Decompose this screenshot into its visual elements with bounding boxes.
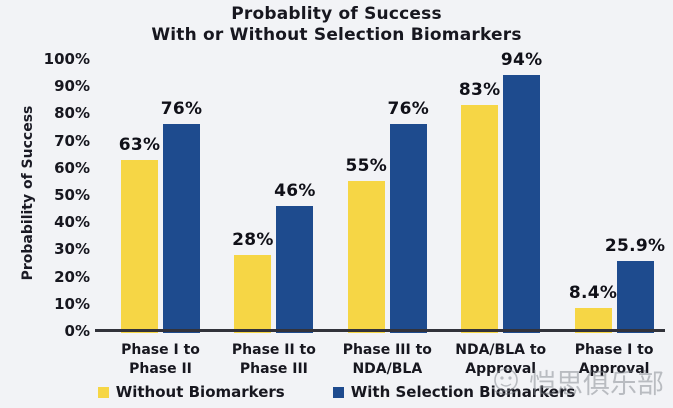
bar-without-biomarkers — [234, 254, 272, 333]
chart-title: Probablity of Success With or Without Se… — [0, 4, 673, 46]
bar-without-biomarkers — [121, 159, 158, 333]
y-tick-label: 50% — [54, 186, 90, 204]
bar-value-label: 46% — [274, 180, 316, 201]
chart-title-line1: Probablity of Success — [231, 4, 442, 24]
y-tick-label: 20% — [54, 267, 90, 286]
y-tick-label: 80% — [54, 104, 90, 123]
bar-without-biomarkers — [574, 308, 612, 333]
y-tick-label: 0% — [64, 322, 90, 340]
y-tick-label: 100% — [43, 50, 90, 68]
bar-value-label: 63% — [118, 134, 161, 155]
bar-value-label: 25.9% — [604, 235, 666, 256]
watermark: 恺思俱乐部 — [489, 362, 664, 401]
legend-item-without-biomarkers: Without Biomarkers — [97, 383, 285, 401]
legend-item-with-selection-biomarkers: With Selection Biomarkers — [332, 383, 576, 401]
legend-swatch-yellow — [97, 386, 109, 398]
bar-without-biomarkers — [461, 105, 499, 333]
x-category-label: Phase III to NDA/BLA — [342, 342, 432, 377]
bar-value-label: 94% — [500, 50, 543, 71]
bar-value-label: 76% — [160, 99, 203, 120]
bar-without-biomarkers — [347, 181, 385, 333]
chart-title-line2: With or Without Selection Biomarkers — [151, 25, 522, 45]
bar-with-selection-biomarkers — [389, 124, 427, 333]
face-logo-icon — [494, 367, 518, 395]
x-category-label: Phase I to Phase II — [121, 342, 200, 377]
bar-value-label: 8.4% — [568, 283, 618, 304]
bar-with-selection-biomarkers — [276, 205, 314, 333]
watermark-text: 恺思俱乐部 — [529, 369, 664, 400]
legend: Without Biomarkers With Selection Biomar… — [0, 383, 673, 401]
x-category-label: Phase II to Phase III — [231, 342, 316, 377]
bar-value-label: 55% — [345, 156, 388, 177]
legend-swatch-blue — [332, 386, 344, 398]
x-category-label: Phase I to Approval — [574, 342, 654, 377]
bar-value-label: 76% — [387, 99, 430, 120]
y-tick-label: 60% — [54, 158, 90, 177]
bar-value-label: 28% — [232, 229, 274, 250]
x-category-label: NDA/BLA to Approval — [455, 342, 547, 377]
bar-with-selection-biomarkers — [503, 75, 541, 333]
x-axis-line — [95, 329, 665, 332]
y-tick-label: 70% — [54, 131, 90, 150]
bar-with-selection-biomarkers — [616, 260, 654, 333]
y-tick-label: 30% — [54, 240, 90, 259]
legend-label: Without Biomarkers — [115, 383, 285, 401]
bar-with-selection-biomarkers — [163, 124, 200, 333]
y-tick-label: 40% — [54, 213, 90, 232]
y-tick-label: 10% — [54, 294, 90, 313]
y-tick-label: 90% — [54, 77, 90, 96]
bar-value-label: 83% — [458, 80, 501, 101]
legend-label: With Selection Biomarkers — [350, 383, 576, 401]
